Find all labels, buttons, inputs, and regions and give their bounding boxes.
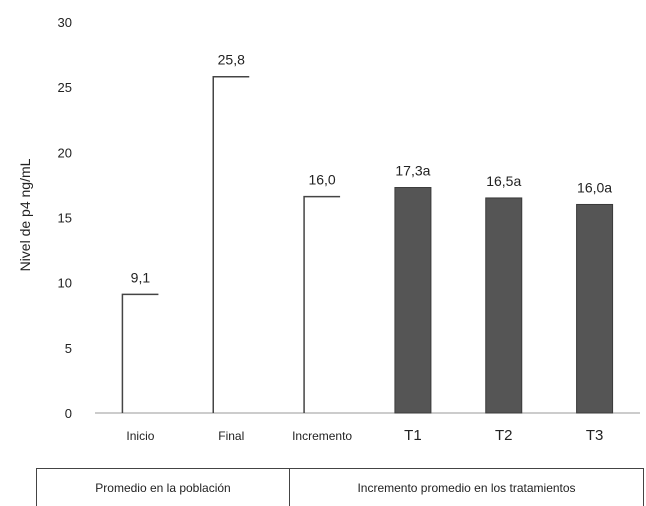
x-tick-label: T2	[495, 427, 513, 444]
x-axis: Inicio Final Incremento T1 T2 T3	[95, 412, 640, 444]
y-tick-label: 10	[58, 276, 72, 291]
x-tick-label: T3	[586, 427, 604, 444]
y-tick-label: 30	[58, 15, 72, 30]
y-axis-title: Nivel de p4 ng/mL	[17, 158, 33, 271]
data-label: 17,3a	[395, 163, 430, 179]
y-tick-label: 0	[65, 406, 72, 421]
bar	[485, 197, 523, 414]
bar	[212, 75, 250, 413]
bar-chart: 0 5 10 15 20 25 30 Inicio Final Incremento T1 T2 T3…	[17, 15, 640, 444]
x-tick-label: T1	[404, 427, 422, 444]
bar	[303, 195, 341, 413]
bar	[576, 203, 614, 414]
bar	[394, 187, 432, 414]
y-tick-label: 20	[58, 145, 72, 160]
group-legend-treatments: Incremento promedio en los tratamientos	[357, 480, 576, 495]
y-tick-label: 15	[58, 211, 72, 226]
bar	[121, 293, 159, 413]
data-label: 16,5a	[486, 173, 521, 189]
group-legend-population: Promedio en la población	[37, 469, 290, 506]
data-label: 25,8	[218, 52, 245, 68]
y-tick-label: 5	[65, 341, 72, 356]
y-axis: 0 5 10 15 20 25 30	[58, 15, 72, 421]
x-tick-label: Incremento	[292, 429, 352, 443]
group-legend: Promedio en la población Incremento prom…	[36, 468, 644, 506]
data-label: 9,1	[131, 269, 151, 285]
data-label: 16,0a	[577, 179, 612, 195]
x-tick-label: Inicio	[126, 429, 154, 443]
bars	[121, 75, 614, 414]
y-tick-label: 25	[58, 80, 72, 95]
data-label: 16,0	[308, 172, 335, 188]
x-tick-label: Final	[218, 429, 244, 443]
data-labels: 9,1 25,8 16,0 17,3a 16,5a 16,0a	[131, 52, 613, 286]
